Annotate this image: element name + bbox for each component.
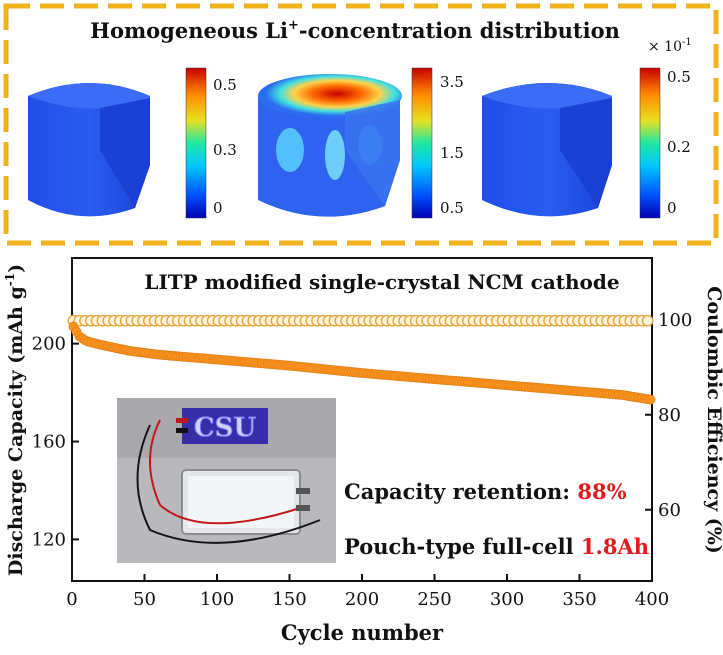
capacity-retention-annotation: Capacity retention: 88% [344, 479, 627, 504]
right-y-tick-label: 80 [658, 405, 681, 426]
left-y-axis-label: Discharge Capacity (mAh g-1) [3, 264, 27, 576]
x-axis-label: Cycle number [281, 620, 444, 645]
x-tick-label: 350 [562, 589, 596, 610]
left-y-tick-label: 200 [32, 334, 66, 355]
left-y-tick-label: 160 [32, 432, 66, 453]
colorbar-2-tick-top: 3.5 [440, 73, 464, 91]
colorbar-2: 3.5 1.5 0.5 [411, 67, 464, 219]
top-panel-border [3, 3, 719, 246]
colorbar-3-tick-bottom: 0 [667, 199, 677, 217]
colorbar-2-tick-mid: 1.5 [440, 144, 464, 162]
pouch-cell-annotation: Pouch-type full-cell 1.8Ah [344, 534, 649, 559]
x-tick-label: 250 [417, 589, 451, 610]
cylinder-model-1 [28, 83, 150, 217]
colorbar-1-tick-bottom: 0 [213, 199, 223, 217]
inset-photo-led-text: CSU [194, 413, 256, 443]
left-y-tick-label: 120 [32, 529, 66, 550]
colorbar-3: 0.5 0.2 0 [639, 67, 691, 219]
chart-title: LITP modified single-crystal NCM cathode [144, 270, 619, 294]
series-coulombic-efficiency [67, 314, 654, 327]
colorbar-1-tick-top: 0.5 [213, 76, 237, 94]
capacity-retention-value: 88% [577, 479, 626, 504]
x-tick-label: 200 [345, 589, 379, 610]
right-y-tick-label: 60 [658, 500, 681, 521]
cylinder-model-2 [258, 74, 402, 217]
colorbar-1: 0.5 0.3 0 [185, 67, 237, 219]
x-tick-label: 100 [200, 589, 234, 610]
x-tick-label: 50 [133, 589, 156, 610]
x-tick-label: 400 [635, 589, 669, 610]
x-tick-label: 150 [272, 589, 306, 610]
right-y-axis-label: Coulombic Efficiency (%) [703, 286, 723, 554]
series-discharge-capacity [68, 321, 656, 405]
inset-photo: CSU [117, 398, 336, 563]
right-y-axis: 60 80 100 [645, 310, 692, 521]
colorbar-3-tick-top: 0.5 [667, 68, 691, 86]
left-y-axis: 120 160 200 [32, 334, 79, 550]
colorbar-2-tick-bottom: 0.5 [440, 199, 464, 217]
capacity-point [645, 394, 656, 405]
colorbar-3-tick-mid: 0.2 [667, 138, 691, 156]
right-y-tick-label: 100 [658, 310, 692, 331]
x-axis: 0 50 100 150 200 250 300 350 400 [66, 574, 669, 610]
cylinder-model-3 [482, 83, 612, 217]
colorbar-1-tick-mid: 0.3 [213, 141, 237, 159]
pouch-cell-value: 1.8Ah [581, 534, 649, 559]
x-tick-label: 0 [66, 589, 77, 610]
top-panel-title: Homogeneous Li+-concentration distributi… [90, 18, 620, 43]
multiplier-label: × 10-1 [648, 37, 692, 55]
x-tick-label: 300 [490, 589, 524, 610]
efficiency-point [641, 314, 654, 327]
